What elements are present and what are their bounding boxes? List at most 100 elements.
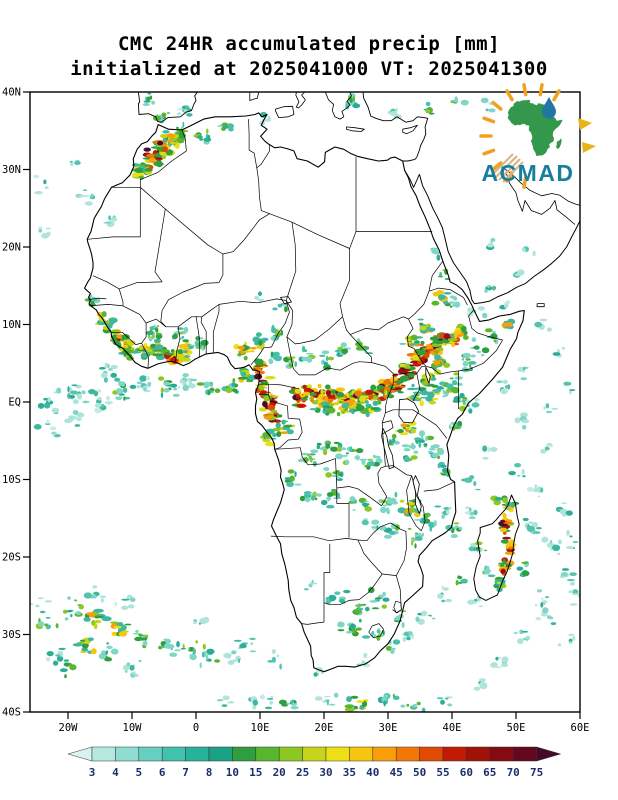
- country-border: [92, 275, 120, 290]
- crete-coastline: [346, 126, 365, 132]
- title-line1: CMC 24HR accumulated precip [mm]: [117, 33, 501, 55]
- country-border: [160, 299, 169, 328]
- country-border: [222, 213, 270, 255]
- country-border: [285, 300, 343, 345]
- colorbar-segment: [419, 746, 444, 762]
- country-border: [385, 409, 413, 414]
- y-tick-label: 10S: [2, 474, 21, 486]
- country-border: [382, 435, 386, 467]
- country-border: [336, 465, 388, 507]
- country-border: [256, 144, 270, 169]
- colorbar-label: 25: [296, 766, 309, 779]
- sun-ray-icon: [482, 116, 496, 124]
- colorbar-label: 4: [112, 766, 119, 779]
- country-border: [406, 475, 426, 532]
- country-border: [382, 420, 392, 424]
- country-border: [258, 383, 300, 390]
- colorbar-segment: [372, 746, 397, 762]
- country-border: [269, 213, 350, 249]
- colorbar-label: 30: [319, 766, 332, 779]
- country-border: [197, 254, 224, 287]
- country-border: [285, 222, 297, 301]
- title-line2: initialized at 2025041000 VT: 2025041300: [70, 58, 548, 80]
- country-border: [408, 291, 430, 320]
- colorbar-label: 40: [366, 766, 379, 779]
- x-tick-label: 30E: [379, 722, 398, 734]
- colorbar-label: 55: [436, 766, 449, 779]
- madagascar-coastline: [473, 494, 520, 601]
- coastlines: [84, 92, 580, 673]
- gold-arrow-icon: [582, 142, 596, 153]
- country-border: [349, 157, 357, 249]
- x-tick-label: 0: [193, 722, 199, 734]
- country-border: [200, 316, 207, 354]
- sun-ray-icon: [522, 175, 528, 189]
- colorbar-label: 10: [226, 766, 239, 779]
- colorbar-segment: [255, 746, 280, 762]
- country-border: [382, 573, 397, 576]
- colorbar-segment: [185, 746, 210, 762]
- country-border: [323, 543, 331, 623]
- country-border: [168, 286, 198, 301]
- sun-ray-icon: [491, 100, 503, 111]
- country-border: [357, 522, 391, 542]
- country-border: [175, 326, 181, 363]
- country-border: [122, 305, 147, 324]
- greece-coastline: [324, 92, 352, 120]
- lake: [381, 427, 395, 470]
- country-border: [139, 129, 187, 188]
- colorbar-segment: [232, 746, 257, 762]
- colorbar-segment: [138, 746, 163, 762]
- colorbar: 3 4 5 6 7 8 10 15 20 25 30 35 40 45 50 55 60 65 70 75: [67, 746, 562, 779]
- country-border: [274, 447, 338, 489]
- colorbar-segment: [302, 746, 327, 762]
- country-border: [458, 309, 503, 372]
- colorbar-label: 6: [159, 766, 166, 779]
- country-borders: [87, 119, 503, 638]
- country-border: [301, 621, 325, 625]
- country-border: [201, 304, 220, 318]
- sun-ray-icon: [538, 83, 544, 97]
- sun-ray-icon: [505, 89, 514, 102]
- country-border: [382, 420, 394, 435]
- levant-turkey-coastline: [362, 92, 429, 162]
- y-tick-label: 10N: [2, 319, 21, 331]
- colorbar-label: 5: [135, 766, 142, 779]
- lake: [425, 366, 431, 384]
- y-tick-label: 20N: [2, 242, 21, 254]
- acmad-logo-text: ACMAD: [481, 160, 574, 186]
- country-border: [218, 298, 287, 305]
- y-tick-label: 30S: [2, 629, 21, 641]
- country-border: [371, 362, 395, 436]
- colorbar-segment: [512, 746, 537, 762]
- country-border: [390, 522, 407, 576]
- country-border: [212, 304, 220, 353]
- country-border: [119, 208, 166, 290]
- colorbar-label: 70: [507, 766, 520, 779]
- country-border: [140, 187, 224, 255]
- colorbar-label: 35: [343, 766, 356, 779]
- country-border: [250, 300, 290, 366]
- colorbar-right-arrow: [536, 746, 562, 762]
- colorbar-segment: [278, 746, 303, 762]
- hatch-stripes-icon: [491, 153, 524, 183]
- x-tick-label: 20W: [59, 722, 79, 734]
- colorbar-left-arrow: [67, 746, 93, 762]
- iberia-coastline: [137, 92, 198, 123]
- colorbar-label: 65: [483, 766, 496, 779]
- sinai-coastline: [404, 170, 420, 188]
- y-tick-label: 20S: [2, 552, 21, 564]
- country-border: [88, 297, 107, 301]
- colorbar-segment: [466, 746, 491, 762]
- y-tick-label: 30N: [2, 164, 21, 176]
- country-border: [393, 372, 417, 375]
- colorbar-segment: [115, 746, 140, 762]
- country-border: [336, 488, 350, 538]
- colorbar-label: 60: [460, 766, 473, 779]
- colorbar-segment: [91, 746, 116, 762]
- x-tick-label: 60E: [571, 722, 590, 734]
- country-border: [267, 394, 289, 419]
- country-border: [423, 481, 455, 492]
- madagascar-silhouette-icon: [556, 138, 562, 149]
